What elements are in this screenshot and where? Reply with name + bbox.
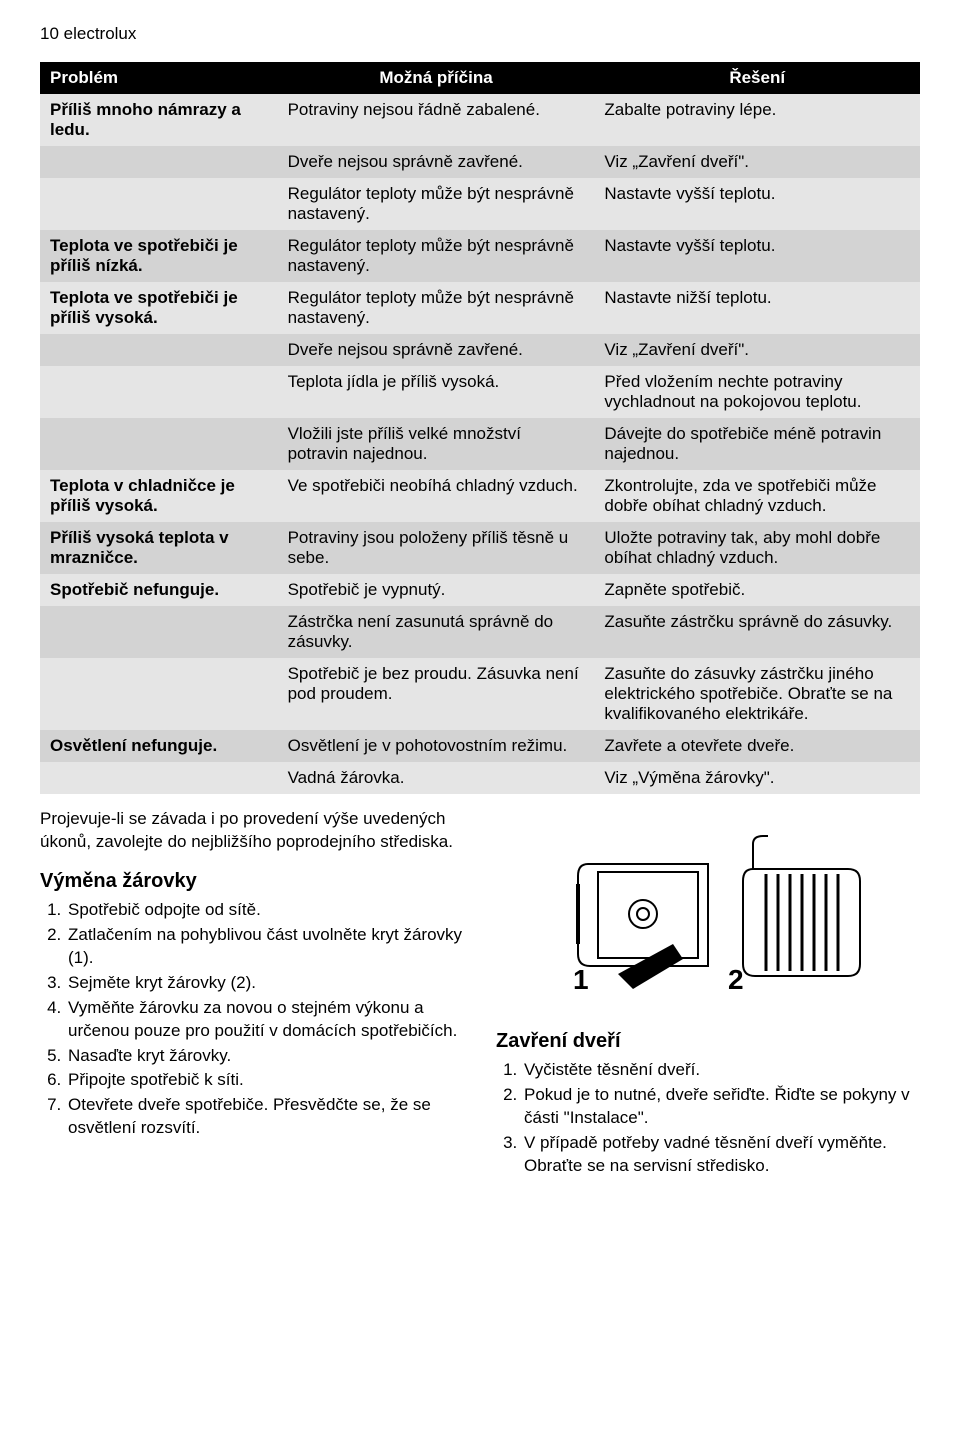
list-item: Vyčistěte těsnění dveří.: [522, 1059, 920, 1082]
th-problem: Problém: [40, 62, 278, 94]
cell-problem: Teplota ve spotřebiči je příliš vysoká.: [40, 282, 278, 334]
fault-intro: Projevuje-li se závada i po provedení vý…: [40, 808, 464, 854]
cell-problem: Příliš vysoká teplota v mrazničce.: [40, 522, 278, 574]
cell-problem: [40, 334, 278, 366]
bulb-heading: Výměna žárovky: [40, 868, 464, 895]
cell-cause: Spotřebič je bez proudu. Zásuvka není po…: [278, 658, 595, 730]
cell-solution: Zasuňte zástrčku správně do zásuvky.: [594, 606, 920, 658]
cell-solution: Uložte potraviny tak, aby mohl dobře obí…: [594, 522, 920, 574]
table-row: Dveře nejsou správně zavřené.Viz „Zavřen…: [40, 146, 920, 178]
cell-problem: Teplota v chladničce je příliš vysoká.: [40, 470, 278, 522]
cell-cause: Vložili jste příliš velké množství potra…: [278, 418, 595, 470]
cell-problem: [40, 146, 278, 178]
cell-cause: Dveře nejsou správně zavřené.: [278, 146, 595, 178]
cell-solution: Nastavte nižší teplotu.: [594, 282, 920, 334]
cell-problem: [40, 762, 278, 794]
cell-cause: Dveře nejsou správně zavřené.: [278, 334, 595, 366]
cell-problem: Osvětlení nefunguje.: [40, 730, 278, 762]
table-row: Zástrčka není zasunutá správně do zásuvk…: [40, 606, 920, 658]
table-row: Vložili jste příliš velké množství potra…: [40, 418, 920, 470]
cell-problem: [40, 178, 278, 230]
table-row: Příliš mnoho námrazy a ledu.Potraviny ne…: [40, 94, 920, 146]
door-heading: Zavření dveří: [496, 1028, 920, 1055]
cell-solution: Nastavte vyšší teplotu.: [594, 230, 920, 282]
cell-problem: [40, 658, 278, 730]
cell-problem: [40, 606, 278, 658]
cell-cause: Teplota jídla je příliš vysoká.: [278, 366, 595, 418]
cell-solution: Před vložením nechte potraviny vychladno…: [594, 366, 920, 418]
table-row: Spotřebič je bez proudu. Zásuvka není po…: [40, 658, 920, 730]
bulb-diagram: 1 2: [496, 814, 920, 1014]
table-row: Teplota v chladničce je příliš vysoká.Ve…: [40, 470, 920, 522]
th-solution: Řešení: [594, 62, 920, 94]
cell-problem: [40, 366, 278, 418]
list-item: Otevřete dveře spotřebiče. Přesvědčte se…: [66, 1094, 464, 1140]
list-item: Zatlačením na pohyblivou část uvolněte k…: [66, 924, 464, 970]
cell-cause: Spotřebič je vypnutý.: [278, 574, 595, 606]
cell-solution: Viz „Zavření dveří".: [594, 334, 920, 366]
troubleshooting-table: Problém Možná příčina Řešení Příliš mnoh…: [40, 62, 920, 794]
table-row: Teplota jídla je příliš vysoká.Před vlož…: [40, 366, 920, 418]
th-cause: Možná příčina: [278, 62, 595, 94]
cell-cause: Osvětlení je v pohotovostním režimu.: [278, 730, 595, 762]
cell-cause: Vadná žárovka.: [278, 762, 595, 794]
diagram-label-1: 1: [573, 964, 589, 995]
table-row: Regulátor teploty může být nesprávně nas…: [40, 178, 920, 230]
cell-cause: Regulátor teploty může být nesprávně nas…: [278, 230, 595, 282]
cell-solution: Zavřete a otevřete dveře.: [594, 730, 920, 762]
cell-solution: Zkontrolujte, zda ve spotřebiči může dob…: [594, 470, 920, 522]
list-item: Nasaďte kryt žárovky.: [66, 1045, 464, 1068]
table-row: Příliš vysoká teplota v mrazničce.Potrav…: [40, 522, 920, 574]
left-column: Projevuje-li se závada i po provedení vý…: [40, 808, 464, 1184]
cell-problem: Teplota ve spotřebiči je příliš nízká.: [40, 230, 278, 282]
cell-cause: Regulátor teploty může být nesprávně nas…: [278, 178, 595, 230]
diagram-label-2: 2: [728, 964, 744, 995]
diagram-svg: 1 2: [518, 814, 898, 1014]
table-row: Vadná žárovka.Viz „Výměna žárovky".: [40, 762, 920, 794]
cell-cause: Potraviny jsou položeny příliš těsně u s…: [278, 522, 595, 574]
cell-solution: Zapněte spotřebič.: [594, 574, 920, 606]
right-column: 1 2: [496, 808, 920, 1184]
cell-problem: Příliš mnoho námrazy a ledu.: [40, 94, 278, 146]
cell-solution: Nastavte vyšší teplotu.: [594, 178, 920, 230]
list-item: Vyměňte žárovku za novou o stejném výkon…: [66, 997, 464, 1043]
table-row: Teplota ve spotřebiči je příliš nízká.Re…: [40, 230, 920, 282]
cell-cause: Potraviny nejsou řádně zabalené.: [278, 94, 595, 146]
list-item: V případě potřeby vadné těsnění dveří vy…: [522, 1132, 920, 1178]
cell-problem: Spotřebič nefunguje.: [40, 574, 278, 606]
list-item: Spotřebič odpojte od sítě.: [66, 899, 464, 922]
table-row: Spotřebič nefunguje.Spotřebič je vypnutý…: [40, 574, 920, 606]
list-item: Pokud je to nutné, dveře seřiďte. Řiďte …: [522, 1084, 920, 1130]
list-item: Sejměte kryt žárovky (2).: [66, 972, 464, 995]
cell-cause: Ve spotřebiči neobíhá chladný vzduch.: [278, 470, 595, 522]
list-item: Připojte spotřebič k síti.: [66, 1069, 464, 1092]
table-row: Dveře nejsou správně zavřené.Viz „Zavřen…: [40, 334, 920, 366]
door-steps: Vyčistěte těsnění dveří.Pokud je to nutn…: [496, 1059, 920, 1178]
cell-solution: Dávejte do spotřebiče méně potravin naje…: [594, 418, 920, 470]
cell-solution: Zasuňte do zásuvky zástrčku jiného elekt…: [594, 658, 920, 730]
table-row: Teplota ve spotřebiči je příliš vysoká.R…: [40, 282, 920, 334]
cell-solution: Zabalte potraviny lépe.: [594, 94, 920, 146]
cell-cause: Zástrčka není zasunutá správně do zásuvk…: [278, 606, 595, 658]
table-row: Osvětlení nefunguje.Osvětlení je v pohot…: [40, 730, 920, 762]
bulb-steps: Spotřebič odpojte od sítě.Zatlačením na …: [40, 899, 464, 1140]
cell-problem: [40, 418, 278, 470]
cell-cause: Regulátor teploty může být nesprávně nas…: [278, 282, 595, 334]
cell-solution: Viz „Zavření dveří".: [594, 146, 920, 178]
cell-solution: Viz „Výměna žárovky".: [594, 762, 920, 794]
page-header: 10 electrolux: [40, 24, 920, 44]
